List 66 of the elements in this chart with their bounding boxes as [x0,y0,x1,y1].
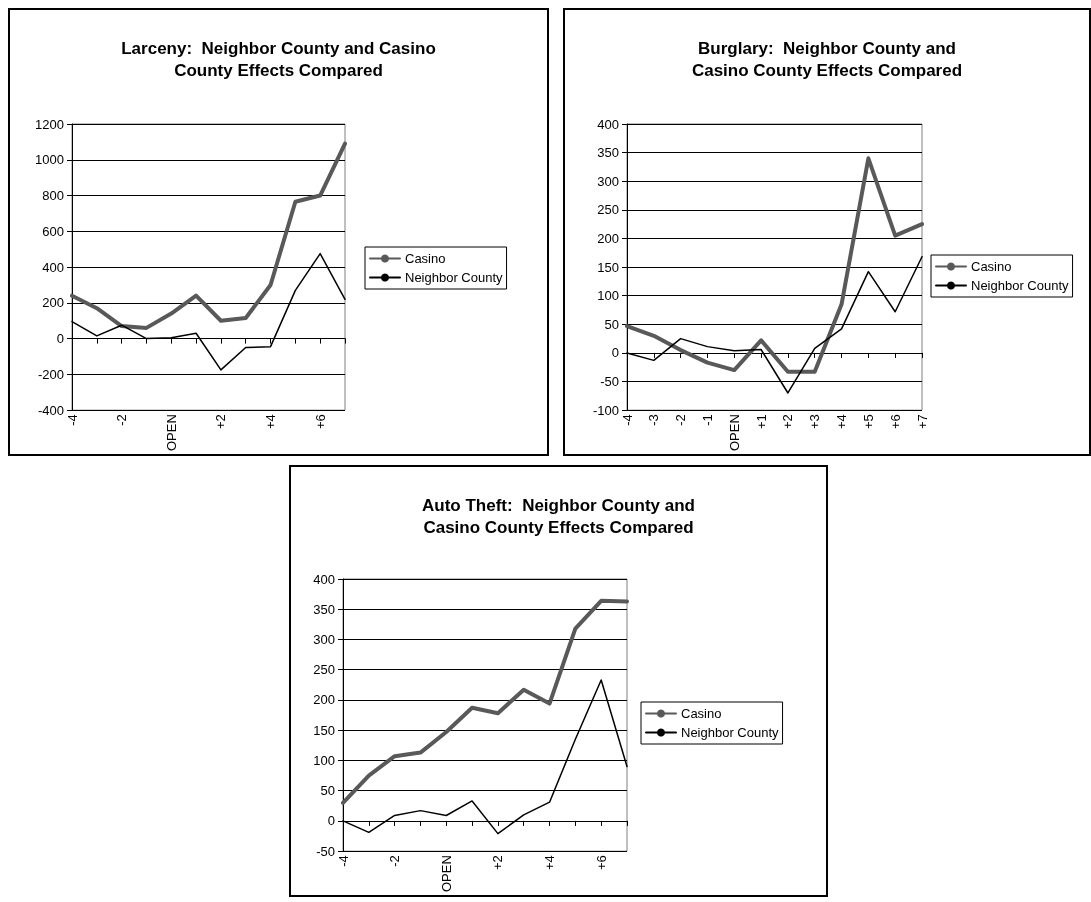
x-tick-label: +2 [213,414,229,429]
x-tick-label: OPEN [438,855,454,892]
y-tick-label: 100 [313,752,335,768]
y-tick-label: 300 [313,631,335,647]
y-tick-label: -100 [592,402,619,418]
legend-label: Casino [405,251,446,266]
x-tick-label: +4 [263,414,279,429]
y-tick-label: 300 [597,173,619,189]
y-tick-label: 200 [42,295,64,311]
x-tick-label: -4 [619,414,635,426]
y-tick-label: 150 [313,722,335,738]
x-tick-label: -2 [673,414,689,426]
x-tick-label: -4 [335,855,351,867]
chart-title: Auto Theft: Neighbor County and Casino County Effects Compared [422,495,695,537]
x-tick-label: -3 [646,414,662,426]
x-tick-label: +3 [807,414,823,429]
y-tick-label: 600 [42,223,64,239]
x-tick-label: +6 [593,855,609,870]
x-tick-label: +2 [780,414,796,429]
x-tick-label: +1 [753,414,769,429]
y-tick-label: 1000 [35,152,64,168]
x-tick-label: -1 [699,414,715,426]
y-tick-label: -50 [600,374,619,390]
line-series [341,598,629,805]
chart-title: Burglary: Neighbor County and Casino County Effects Compared [691,38,963,80]
x-tick-label: +2 [490,855,506,870]
y-tick-label: 100 [597,288,619,304]
y-tick-label: 0 [327,813,335,829]
legend-label: Neighbor County [971,278,1070,293]
x-tick-label: -2 [387,855,403,867]
y-tick-label: 50 [320,783,335,799]
legend-label: Casino [681,706,722,721]
chart-title: Larceny: Neighbor County and Casino County Effects Compared [121,38,436,80]
x-tick-label: OPEN [726,414,742,451]
x-tick-label: -4 [64,414,80,426]
y-tick-label: 0 [56,331,64,347]
y-tick-label: 350 [597,145,619,161]
x-tick-label: +6 [887,414,903,429]
line-series [70,141,347,330]
y-tick-label: 200 [597,230,619,246]
y-tick-label: 250 [313,662,335,678]
y-tick-label: 350 [313,601,335,617]
y-tick-label: 250 [597,202,619,218]
y-tick-label: 400 [597,116,619,132]
x-tick-label: +4 [542,855,558,870]
legend-label: Neighbor County [405,270,504,285]
y-tick-label: 800 [42,188,64,204]
x-tick-label: +7 [914,414,930,429]
x-tick-label: +6 [312,414,328,429]
y-tick-label: 200 [313,692,335,708]
y-tick-label: 400 [313,571,335,587]
y-tick-label: -50 [316,843,335,859]
legend-label: Casino [971,259,1012,274]
y-tick-label: 1200 [35,116,64,132]
legend-label: Neighbor County [681,725,780,740]
y-tick-label: 50 [604,316,619,332]
x-tick-label: OPEN [163,414,179,451]
y-tick-label: 150 [597,259,619,275]
y-tick-label: 0 [611,345,619,361]
x-tick-label: +4 [834,414,850,429]
y-tick-label: 400 [42,259,64,275]
x-tick-label: +5 [860,414,876,429]
line-series [625,156,924,374]
y-tick-label: -200 [37,366,64,382]
y-tick-label: -400 [37,402,64,418]
x-tick-label: -2 [114,414,130,426]
